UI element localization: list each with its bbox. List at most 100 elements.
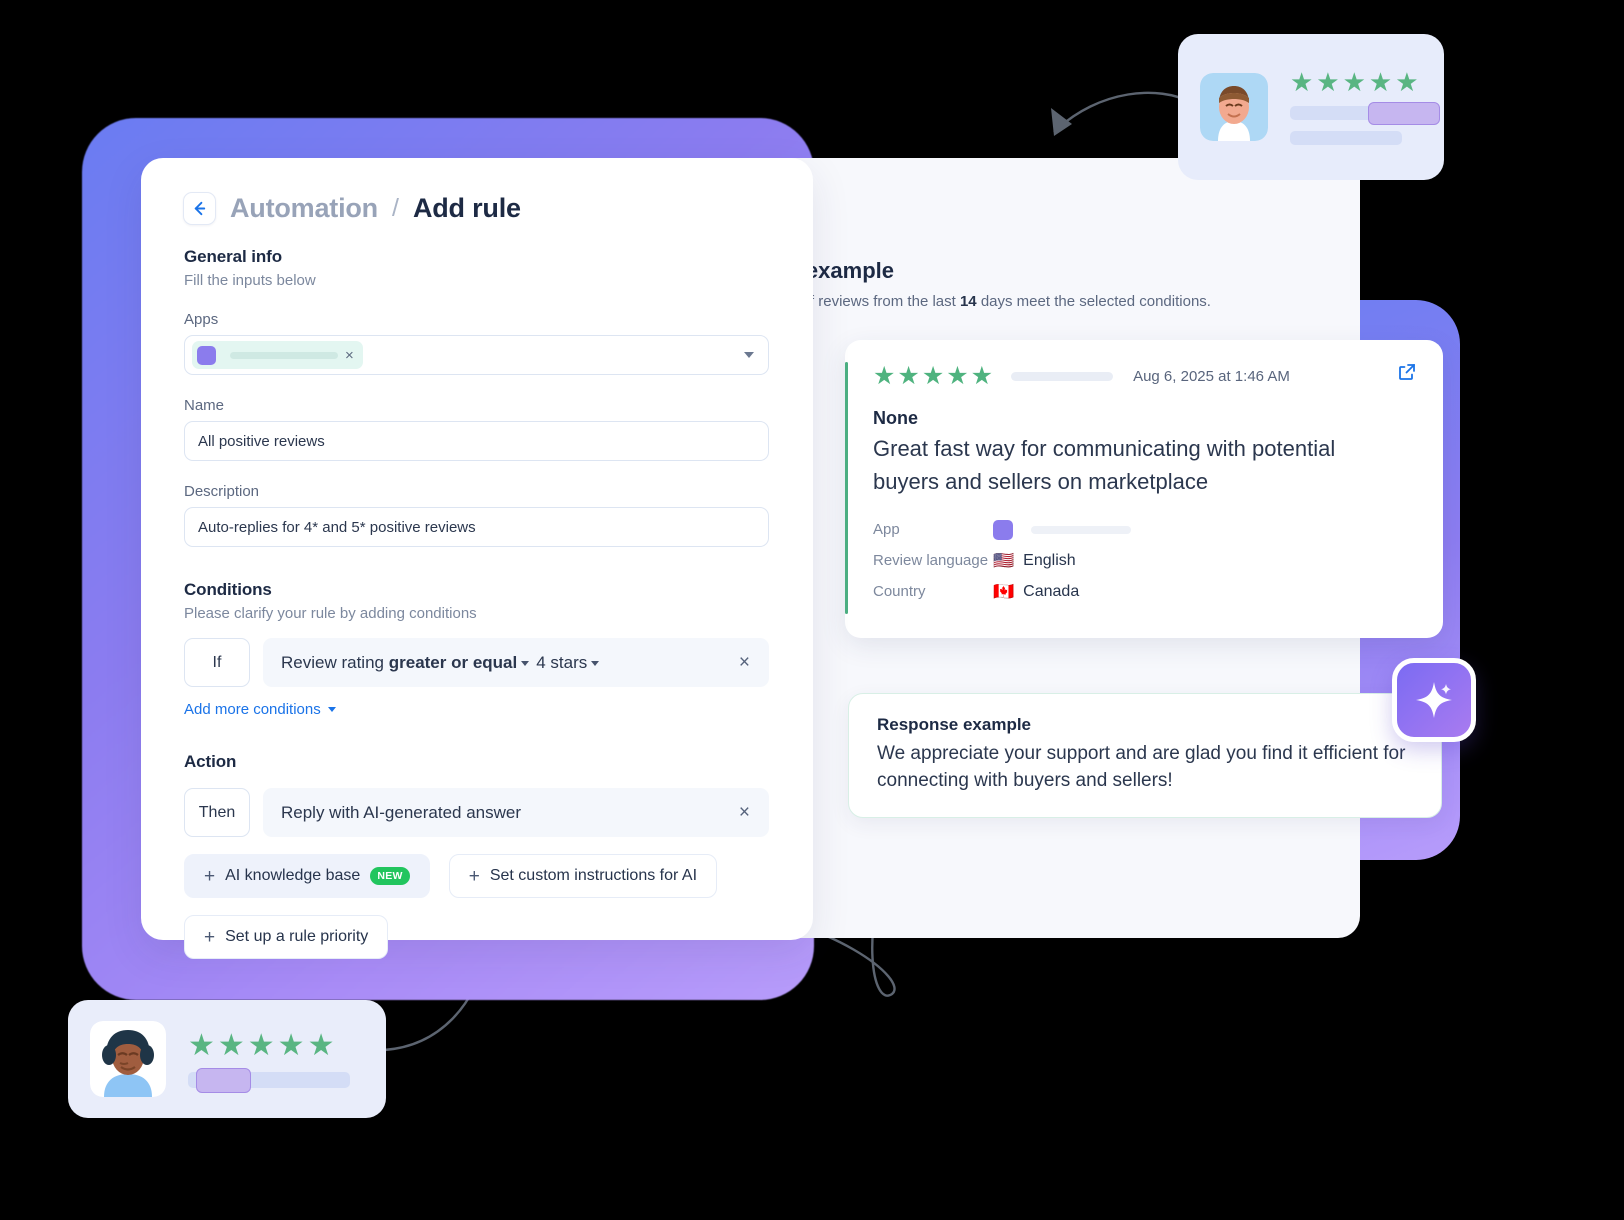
apps-label: Apps	[184, 311, 219, 328]
plus-icon: +	[468, 865, 480, 887]
subtitle-days: 14	[959, 293, 977, 310]
review-date: Aug 6, 2025 at 1:46 AM	[1133, 368, 1290, 385]
add-more-conditions-label: Add more conditions	[184, 701, 321, 718]
breadcrumb-parent[interactable]: Automation	[230, 193, 378, 223]
floating-review-card-top-right: ★★★★★	[1178, 34, 1444, 180]
avatar	[1200, 73, 1268, 141]
condition-expression: Review rating greater or equal 4 stars	[281, 653, 606, 673]
meta-text: English	[1023, 551, 1076, 569]
chevron-down-icon	[327, 706, 336, 712]
floating-star-rating: ★★★★★	[188, 1028, 338, 1062]
meta-row-language: Review language 🇺🇸 English	[873, 545, 1415, 576]
review-card: ★★★★★ Aug 6, 2025 at 1:46 AM None Great …	[845, 340, 1443, 638]
breadcrumb-separator: /	[391, 194, 399, 222]
set-rule-priority-label: Set up a rule priority	[225, 928, 369, 945]
review-text: Great fast way for communicating with po…	[873, 436, 1336, 494]
apple-app-icon	[993, 519, 1013, 540]
avatar	[90, 1021, 166, 1097]
app-chip[interactable]: ×	[192, 341, 363, 369]
plus-icon: +	[204, 926, 216, 948]
floating-review-content: ★★★★★	[1290, 67, 1440, 145]
review-panel-title: Review example	[724, 258, 894, 283]
conditions-title: Conditions	[184, 580, 272, 599]
action-buttons-row-2: + Set up a rule priority	[184, 915, 769, 959]
remove-condition-icon[interactable]: ×	[738, 652, 750, 673]
avatar-woman-icon	[90, 1021, 166, 1097]
conditions-subtitle: Please clarify your rule by adding condi…	[184, 605, 477, 622]
condition-operator[interactable]: greater or equal	[388, 652, 518, 672]
flag-us-icon: 🇺🇸	[993, 551, 1015, 571]
chevron-down-icon[interactable]	[521, 660, 530, 666]
condition-value[interactable]: 4 stars	[536, 652, 588, 672]
app-name-placeholder-bar	[1031, 525, 1131, 534]
floating-star-rating: ★★★★★	[1290, 67, 1422, 97]
ai-sparkle-badge[interactable]	[1392, 658, 1476, 742]
page-title: Add rule	[412, 193, 521, 223]
meta-row-app: App	[873, 514, 1415, 545]
meta-value: 🇺🇸 English	[993, 552, 1076, 570]
ai-knowledge-base-button[interactable]: + AI knowledge base NEW	[184, 854, 430, 898]
placeholder-bar	[1290, 131, 1402, 145]
highlight-pill	[196, 1067, 251, 1093]
ai-knowledge-base-label: AI knowledge base	[225, 867, 361, 884]
review-author-placeholder-bar	[1011, 372, 1114, 381]
general-info-subtitle: Fill the inputs below	[184, 272, 316, 289]
apps-select[interactable]: ×	[184, 335, 769, 375]
condition-row: If Review rating greater or equal 4 stars…	[184, 638, 769, 687]
action-value: Reply with AI-generated answer	[281, 802, 522, 822]
floating-placeholder-bars	[1290, 102, 1440, 145]
name-input[interactable]	[184, 421, 769, 461]
meta-value	[993, 519, 1131, 540]
floating-placeholder-bars	[188, 1067, 364, 1093]
review-star-rating: ★★★★★	[873, 362, 996, 390]
meta-text: Canada	[1023, 582, 1080, 600]
chevron-down-icon[interactable]	[591, 660, 600, 666]
review-accent-rail	[845, 362, 848, 614]
external-link-icon[interactable]	[1397, 362, 1417, 382]
review-meta-list: App Review language 🇺🇸 English Coun	[873, 514, 1415, 607]
set-custom-instructions-label: Set custom instructions for AI	[489, 867, 698, 884]
arrow-left-icon	[194, 201, 206, 216]
plus-icon: +	[204, 865, 216, 887]
set-custom-instructions-button[interactable]: + Set custom instructions for AI	[448, 854, 718, 898]
if-tag: If	[184, 638, 250, 687]
response-example-card: Response example We appreciate your supp…	[848, 693, 1442, 818]
description-label: Description	[184, 483, 260, 500]
meta-key: App	[873, 521, 900, 539]
app-name-placeholder-bar	[230, 351, 338, 359]
description-input[interactable]	[184, 507, 769, 547]
add-more-conditions-button[interactable]: Add more conditions	[184, 701, 343, 718]
meta-value: 🇨🇦 Canada	[993, 583, 1079, 601]
add-rule-panel: Automation / Add rule General info Fill …	[141, 158, 813, 959]
then-tag: Then	[184, 788, 250, 837]
sparkle-icon	[1416, 682, 1452, 718]
back-button[interactable]	[183, 192, 216, 225]
action-buttons-row-1: + AI knowledge base NEW + Set custom ins…	[184, 854, 769, 898]
response-card-title: Response example	[877, 715, 1032, 734]
meta-row-country: Country 🇨🇦 Canada	[873, 576, 1415, 607]
highlight-pill	[1368, 102, 1440, 125]
name-label: Name	[184, 397, 225, 414]
new-badge: NEW	[370, 867, 410, 885]
subtitle-mid: of reviews from the last	[797, 293, 960, 310]
avatar-man-icon	[1200, 73, 1268, 141]
review-author: None	[873, 408, 918, 428]
action-field[interactable]: Reply with AI-generated answer ×	[263, 788, 769, 837]
action-row: Then Reply with AI-generated answer ×	[184, 788, 769, 837]
remove-app-icon[interactable]: ×	[345, 346, 354, 364]
meta-key: Review language	[873, 552, 989, 570]
breadcrumb: Automation / Add rule	[141, 158, 813, 225]
meta-key: Country	[873, 583, 926, 601]
condition-field-name: Review rating	[281, 652, 384, 672]
floating-review-content: ★★★★★	[188, 1028, 364, 1093]
condition-field[interactable]: Review rating greater or equal 4 stars ×	[263, 638, 769, 687]
apple-app-icon	[197, 345, 216, 365]
response-card-text: We appreciate your support and are glad …	[877, 743, 1406, 792]
flag-ca-icon: 🇨🇦	[993, 582, 1015, 602]
general-info-title: General info	[184, 247, 282, 266]
subtitle-post: days meet the selected conditions.	[976, 293, 1211, 310]
set-rule-priority-button[interactable]: + Set up a rule priority	[184, 915, 389, 959]
remove-action-icon[interactable]: ×	[738, 802, 750, 823]
chevron-down-icon[interactable]	[744, 352, 754, 358]
